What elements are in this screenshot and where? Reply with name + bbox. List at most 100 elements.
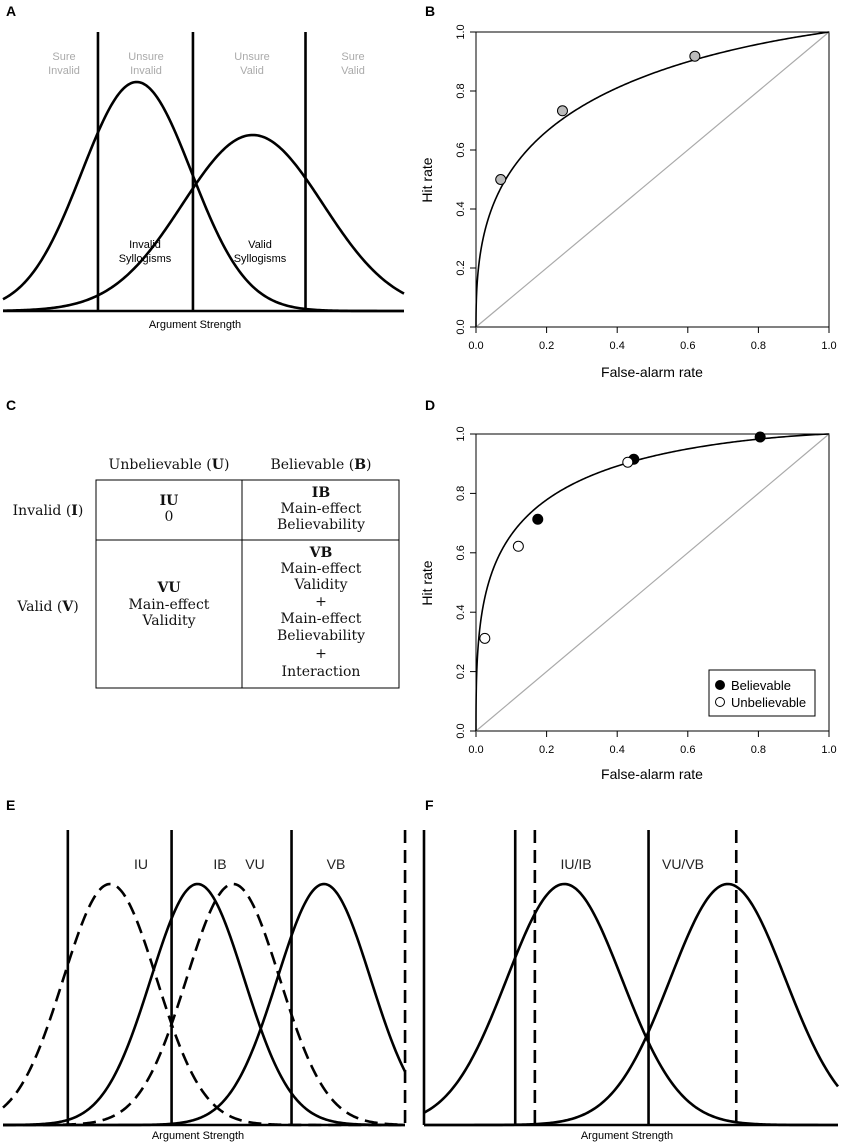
row-header-invalid-post: ) [78, 503, 83, 519]
panel-d-ytick-label: 0.4 [455, 605, 467, 620]
label-iu-ib: IU/IB [560, 856, 591, 872]
panel-a-letter: A [6, 3, 16, 19]
cell-vu-line1: Main-effect [129, 597, 210, 613]
region-label-1-line2: Invalid [48, 65, 80, 77]
legend-label-believable: Believable [731, 678, 791, 693]
cell-vu-title: VU [156, 580, 180, 596]
panel-b-xtick-label: 0.8 [751, 340, 766, 352]
panel-b-ylabel: Hit rate [419, 157, 435, 202]
cell-ib-title: IB [312, 485, 331, 501]
panel-d-xtick-label: 0.0 [468, 744, 483, 756]
panel-d-ytick-label: 0.0 [455, 723, 467, 738]
panel-b-ytick-label: 1.0 [455, 24, 467, 39]
cell-vb-line4: Main-effect [281, 611, 362, 627]
panel-d-ytick-label: 0.2 [455, 664, 467, 679]
panel-d-point-unbelievable [479, 632, 491, 644]
cell-vb-plus1: + [315, 594, 327, 610]
panel-e-curve-iu [2, 882, 405, 1127]
panel-b-point [495, 174, 507, 185]
panel-d-plot-frame [475, 433, 830, 732]
cell-iu-title: IU [160, 493, 179, 509]
panel-e-xlabel: Argument Strength [152, 1130, 244, 1142]
panel-b-xtick-label: 0.4 [610, 340, 625, 352]
panel-d: D 0.00.0 0.2 0.2 0.4 0.4 0.6 0.6 0.8 0.8 1.0 1.0 B… [419, 397, 837, 782]
panel-c: C Unbelievable (U) Believable (B) Invali… [6, 397, 400, 689]
panel-f-curve-iu-ib [423, 882, 838, 1127]
row-header-invalid: Invalid (I) [13, 503, 84, 519]
panel-b-xtick-label: 0.6 [680, 340, 695, 352]
panel-d-xtick-label: 0.6 [680, 744, 695, 756]
col-header-unbelievable-pre: Unbelievable ( [109, 457, 212, 473]
panel-d-chance-line [475, 433, 830, 732]
legend-marker-believable [715, 680, 725, 690]
panel-d-point-believable [754, 431, 766, 443]
panel-b-ytick-label: 0.4 [455, 201, 467, 216]
panel-d-point-unbelievable [512, 540, 524, 552]
panel-b-ytick-label: 0.0 [455, 319, 467, 334]
panel-f: F IU/IB VU/VB Argument Strength [403, 797, 840, 1142]
table-frame [95, 479, 400, 689]
label-vu-vb: VU/VB [662, 856, 704, 872]
col-header-believable: Believable (B) [270, 457, 371, 473]
legend-box [708, 669, 816, 717]
cell-ib-line2: Believability [277, 517, 365, 533]
invalid-dist-label-line2: Syllogisms [119, 253, 172, 265]
region-label-2-line1: Unsure [128, 51, 163, 63]
row-header-invalid-pre: Invalid ( [13, 503, 72, 519]
panel-e-letter: E [6, 797, 15, 813]
cell-vb-line1: Main-effect [281, 561, 362, 577]
label-vb: VB [327, 856, 346, 872]
row-header-valid-post: ) [73, 599, 78, 615]
cell-vb-title: VB [309, 545, 333, 561]
panel-b-point [556, 105, 568, 117]
panel-d-roc-curve [475, 433, 830, 731]
region-label-1-line1: Sure [52, 51, 75, 63]
panel-b-point [689, 50, 701, 62]
panel-a-xlabel: Argument Strength [149, 319, 241, 331]
region-label-4-line1: Sure [341, 51, 364, 63]
panel-b-roc-curve [475, 31, 830, 327]
region-label-4-line2: Valid [341, 65, 365, 77]
panel-d-point-unbelievable [622, 456, 634, 468]
cell-vb-plus2: + [315, 646, 327, 662]
col-header-believable-pre: Believable ( [270, 457, 354, 473]
panel-a-curve-invalid-syllogisms [2, 80, 404, 313]
row-header-invalid-code: I [71, 503, 78, 519]
panel-f-letter: F [425, 797, 434, 813]
panel-d-point-believable [532, 513, 544, 525]
panel-d-xtick-label: 0.2 [539, 744, 554, 756]
panel-d-xlabel: False-alarm rate [601, 766, 703, 782]
panel-d-xtick-label: 0.8 [751, 744, 766, 756]
panel-b-ytick-label: 0.2 [455, 260, 467, 275]
col-header-unbelievable: Unbelievable (U) [109, 457, 230, 473]
legend-marker-unbelievable [715, 697, 725, 707]
panel-d-xtick-label: 1.0 [821, 744, 836, 756]
row-header-valid-pre: Valid ( [16, 599, 62, 615]
col-header-believable-post: ) [366, 457, 371, 473]
panel-b: B 0.00.0 0.2 0.2 0.4 0.4 0.6 0.6 0.8 0.8 1.0 1.0 F… [419, 3, 837, 380]
cell-vu-line2: Validity [141, 613, 195, 629]
valid-dist-label-line1: Valid [248, 239, 272, 251]
cell-vb-line2: Validity [293, 577, 347, 593]
panel-b-ytick-label: 0.6 [455, 142, 467, 157]
region-label-3-line2: Valid [240, 65, 264, 77]
legend-label-unbelievable: Unbelievable [731, 695, 806, 710]
cell-ib-line1: Main-effect [281, 501, 362, 517]
panel-b-ytick-label: 0.8 [455, 83, 467, 98]
label-vu: VU [245, 856, 264, 872]
valid-dist-label-line2: Syllogisms [234, 253, 287, 265]
panel-f-xlabel: Argument Strength [581, 1130, 673, 1142]
panel-b-xtick-label: 1.0 [821, 340, 836, 352]
panel-d-letter: D [425, 397, 435, 413]
label-ib: IB [213, 856, 226, 872]
col-header-believable-code: B [354, 457, 366, 473]
panel-d-xtick-label: 0.4 [610, 744, 625, 756]
panel-d-ytick-label: 0.6 [455, 545, 467, 560]
row-header-valid-code: V [61, 599, 74, 615]
panel-b-xlabel: False-alarm rate [601, 364, 703, 380]
cell-vb-line7: Interaction [282, 664, 361, 680]
col-header-unbelievable-code: U [212, 457, 224, 473]
panel-d-legend: Believable Unbelievable [708, 669, 816, 717]
panel-c-letter: C [6, 397, 16, 413]
